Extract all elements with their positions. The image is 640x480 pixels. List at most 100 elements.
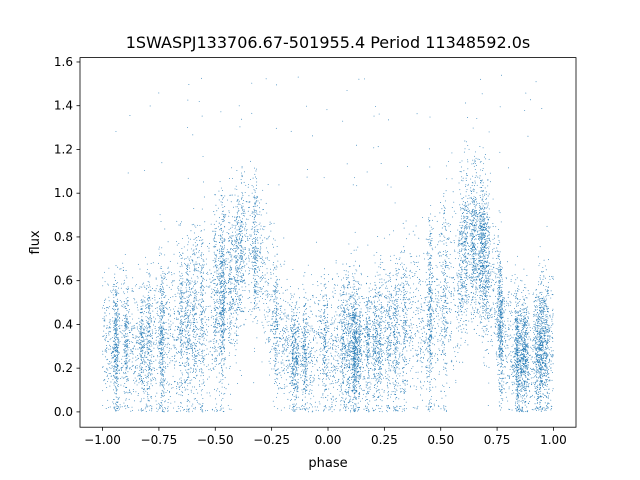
- data-point: [515, 373, 517, 375]
- data-point: [499, 212, 501, 214]
- data-point: [150, 289, 152, 291]
- data-point: [240, 233, 242, 235]
- data-point: [339, 341, 341, 343]
- data-point: [229, 320, 231, 322]
- data-point: [461, 250, 463, 252]
- data-point: [161, 350, 163, 352]
- data-point: [355, 144, 357, 146]
- data-point: [270, 223, 272, 224]
- data-point: [528, 379, 530, 381]
- data-point: [412, 366, 414, 368]
- data-point: [353, 384, 355, 386]
- data-point: [181, 248, 183, 249]
- data-point: [373, 393, 375, 395]
- data-point: [486, 212, 488, 214]
- data-point: [364, 369, 366, 371]
- data-point: [540, 348, 542, 350]
- data-point: [513, 322, 515, 324]
- data-point: [430, 351, 432, 353]
- data-point: [495, 267, 497, 269]
- data-point: [127, 345, 128, 347]
- data-point: [373, 350, 375, 352]
- data-point: [340, 320, 342, 322]
- data-point: [422, 327, 424, 329]
- data-point: [542, 375, 544, 377]
- data-point: [256, 248, 258, 250]
- data-point: [539, 402, 541, 404]
- data-point: [475, 230, 477, 231]
- data-point: [388, 326, 389, 328]
- data-point: [202, 372, 204, 374]
- data-point: [313, 329, 315, 331]
- data-point: [333, 329, 335, 331]
- data-point: [307, 336, 309, 338]
- data-point: [241, 232, 243, 234]
- data-point: [464, 331, 466, 333]
- data-point: [149, 344, 150, 346]
- data-point: [506, 382, 508, 384]
- data-point: [368, 299, 370, 301]
- data-point: [283, 353, 285, 355]
- data-point: [409, 326, 411, 328]
- data-point: [108, 296, 110, 298]
- data-point: [428, 376, 430, 378]
- data-point: [332, 371, 334, 373]
- data-point: [349, 363, 351, 365]
- data-point: [465, 249, 467, 251]
- data-point: [542, 278, 544, 280]
- data-point: [448, 341, 450, 343]
- data-point: [345, 326, 346, 328]
- data-point: [476, 223, 478, 225]
- data-point: [283, 347, 285, 349]
- data-point: [308, 393, 310, 395]
- data-point: [266, 268, 268, 270]
- data-point: [268, 360, 270, 362]
- data-point: [418, 353, 420, 355]
- data-point: [243, 266, 245, 268]
- data-point: [480, 243, 482, 244]
- data-point: [541, 377, 543, 379]
- data-point: [142, 283, 144, 285]
- data-point: [527, 320, 529, 321]
- data-point: [301, 341, 302, 343]
- data-point: [397, 378, 399, 379]
- data-point: [458, 245, 460, 246]
- data-point: [237, 258, 238, 260]
- data-point: [487, 237, 489, 239]
- data-point: [342, 337, 344, 339]
- data-point: [486, 216, 488, 218]
- data-point: [188, 330, 190, 332]
- data-point: [187, 310, 189, 311]
- data-point: [169, 302, 171, 304]
- data-point: [429, 360, 431, 362]
- data-point: [221, 344, 223, 346]
- data-point: [539, 365, 541, 367]
- data-point: [293, 319, 295, 321]
- data-point: [475, 290, 477, 292]
- data-point: [246, 263, 248, 265]
- data-point: [303, 406, 305, 408]
- data-point: [521, 280, 523, 282]
- data-point: [135, 342, 137, 344]
- data-point: [356, 359, 358, 361]
- data-point: [350, 286, 352, 288]
- data-point: [143, 338, 144, 340]
- data-point: [127, 349, 129, 351]
- data-point: [294, 323, 296, 325]
- data-point: [115, 396, 117, 398]
- data-point: [333, 409, 335, 411]
- data-point: [420, 321, 422, 322]
- data-point: [485, 158, 487, 160]
- data-point: [393, 290, 395, 291]
- data-point: [484, 154, 486, 155]
- data-point: [224, 262, 226, 264]
- data-point: [380, 337, 382, 339]
- data-point: [260, 261, 262, 263]
- data-point: [406, 383, 408, 385]
- data-point: [161, 354, 163, 356]
- data-point: [132, 410, 134, 412]
- data-point: [397, 363, 399, 364]
- data-point: [444, 344, 446, 346]
- data-point: [234, 280, 236, 282]
- data-point: [384, 331, 385, 333]
